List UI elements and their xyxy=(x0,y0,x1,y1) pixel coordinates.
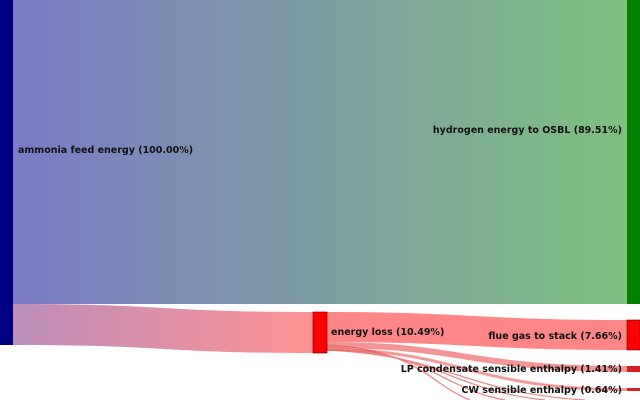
link-energy-loss-to-flue-gas xyxy=(327,312,627,350)
label-lp-condensate: LP condensate sensible enthalpy (1.41%) xyxy=(401,364,622,375)
label-cw-sensible: CW sensible enthalpy (0.64%) xyxy=(462,385,622,396)
label-ammonia-feed: ammonia feed energy (100.00%) xyxy=(18,145,193,156)
streak-4 xyxy=(326,349,586,400)
streak-2 xyxy=(326,346,506,400)
link-energy-loss-to-lp-condensate xyxy=(327,342,627,372)
label-flue-gas: flue gas to stack (7.66%) xyxy=(488,331,622,342)
node-cw-sensible xyxy=(627,388,640,391)
link-ammonia-to-energy-loss xyxy=(13,304,313,353)
streak-1 xyxy=(326,344,471,400)
loss-streaks xyxy=(326,344,586,400)
node-lp-condensate xyxy=(627,366,640,372)
node-flue-gas xyxy=(626,319,640,351)
node-energy-loss xyxy=(312,311,328,354)
link-ammonia-to-hydrogen xyxy=(13,0,627,304)
label-energy-loss: energy loss (10.49%) xyxy=(331,327,444,338)
node-hydrogen-osbl xyxy=(627,0,640,304)
streak-3 xyxy=(326,348,546,400)
node-ammonia-feed xyxy=(0,0,13,345)
label-hydrogen-osbl: hydrogen energy to OSBL (89.51%) xyxy=(433,125,622,136)
